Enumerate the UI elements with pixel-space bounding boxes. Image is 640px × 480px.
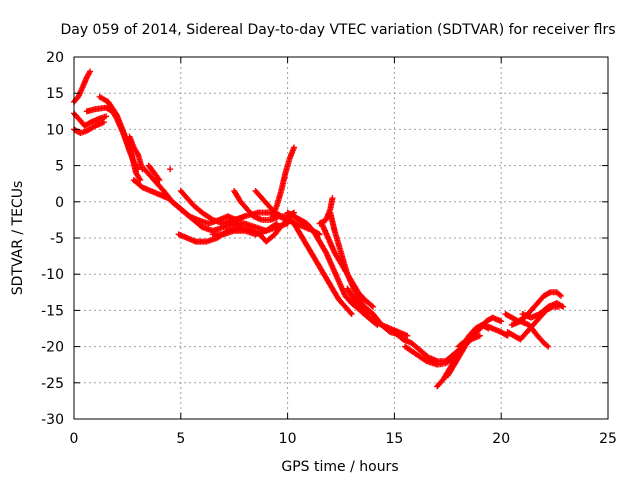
data-point [546,290,553,297]
data-point [370,303,377,310]
data-point [498,318,505,325]
series-track-28 [455,321,511,350]
series-track-18 [291,220,355,318]
y-tick-label: -5 [50,231,64,247]
chart-title: Day 059 of 2014, Sidereal Day-to-day VTE… [60,22,615,38]
data-point [276,212,283,219]
y-tick-label: -25 [41,376,64,392]
axis-ticks: 0 5 10 15 20 25 -30 -25 -20 -15 -10 -5 0 5 10 15 20 [41,50,617,447]
y-axis-label: SDTVAR / TECUs [10,181,26,296]
data-point [329,195,336,202]
x-tick-label: 15 [385,431,403,447]
series-track-05 [96,93,144,184]
series-track-10 [167,166,174,173]
series-track-21 [327,209,377,310]
data-point [347,309,354,316]
series-track-02 [71,110,110,129]
data-point [404,332,411,339]
y-tick-label: 10 [46,122,64,138]
series-track-32 [519,300,567,321]
data-point [348,311,355,318]
series-track-03 [71,119,107,137]
y-tick-label: 5 [55,159,64,175]
series-track-31 [508,318,552,350]
x-tick-label: 25 [599,431,617,447]
y-tick-label: 15 [46,86,64,102]
x-tick-label: 10 [279,431,297,447]
x-tick-label: 20 [492,431,510,447]
x-tick-label: 0 [70,431,79,447]
data-point [558,292,565,299]
series-track-16 [269,144,298,220]
y-tick-label: -30 [41,412,64,428]
data-point [476,332,483,339]
x-axis-label: GPS time / hours [281,459,398,475]
series-track-11 [177,187,248,227]
x-tick-label: 5 [176,431,185,447]
y-tick-label: -10 [41,267,64,283]
data-markers [71,68,567,390]
y-tick-label: 20 [46,50,64,66]
grid-lines [74,57,608,419]
data-point [100,119,107,126]
data-point [167,166,174,173]
data-point [156,177,163,184]
data-point [558,303,565,310]
data-point [368,302,375,309]
data-point [291,144,298,151]
series-track-17 [284,209,381,328]
data-point [241,213,248,220]
y-tick-label: -15 [41,303,64,319]
data-point [560,303,567,310]
series-track-13 [209,220,291,238]
series-track-09 [145,162,163,184]
data-point [137,177,144,184]
series-track-06 [126,133,146,173]
data-point [87,68,94,75]
data-point [545,343,552,350]
y-tick-label: 0 [55,195,64,211]
y-tick-label: -20 [41,340,64,356]
data-point [103,113,110,120]
